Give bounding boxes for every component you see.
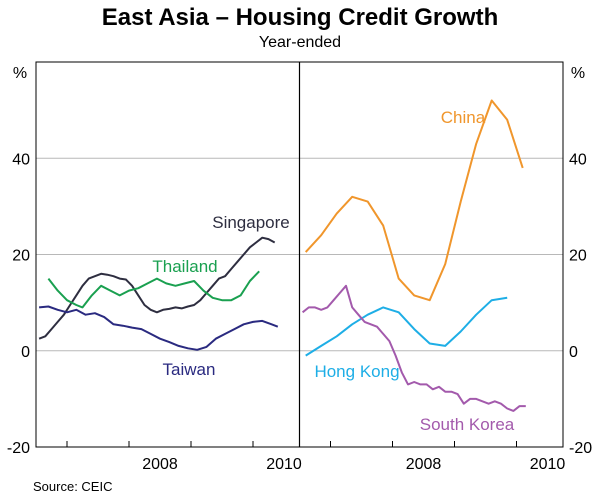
series-thailand xyxy=(47,270,260,309)
series-lines xyxy=(38,99,526,412)
plot-frame xyxy=(35,61,564,448)
series-taiwan xyxy=(39,305,279,351)
y-tick-right--20: -20 xyxy=(569,440,592,457)
x-tick-label-2010: 2010 xyxy=(266,456,302,473)
chart-title: East Asia – Housing Credit Growth xyxy=(102,4,499,31)
series-hong-kong xyxy=(305,296,508,357)
x-tick-label-2008: 2008 xyxy=(142,456,178,473)
axis-ticks: -20 -20 0 0 20 20 40 40 2008 2010 2008 2010 xyxy=(7,151,592,473)
label-taiwan: Taiwan xyxy=(163,360,216,379)
y-unit-left: % xyxy=(13,65,27,82)
y-tick-right-0: 0 xyxy=(569,344,578,361)
x-tick-label-2008: 2008 xyxy=(406,456,442,473)
label-hong-kong: Hong Kong xyxy=(314,362,399,381)
y-tick-left-20: 20 xyxy=(12,248,30,265)
series-singapore xyxy=(38,236,276,340)
chart-subtitle: Year-ended xyxy=(259,34,341,51)
y-tick-right-40: 40 xyxy=(569,151,587,168)
label-thailand: Thailand xyxy=(152,257,217,276)
y-unit-right: % xyxy=(571,65,585,82)
source-note: Source: CEIC xyxy=(33,479,112,494)
label-singapore: Singapore xyxy=(212,213,290,232)
y-tick-left--20: -20 xyxy=(7,440,30,457)
series-south-korea xyxy=(301,284,526,412)
y-tick-right-20: 20 xyxy=(569,248,587,265)
series-china xyxy=(304,99,524,302)
series-labels: Singapore Thailand Taiwan China Hong Kong Sou… xyxy=(152,108,514,434)
label-south-korea: South Korea xyxy=(420,415,515,434)
x-tick-label-2010: 2010 xyxy=(530,456,566,473)
label-china: China xyxy=(441,108,486,127)
y-tick-left-0: 0 xyxy=(21,344,30,361)
y-tick-left-40: 40 xyxy=(12,151,30,168)
